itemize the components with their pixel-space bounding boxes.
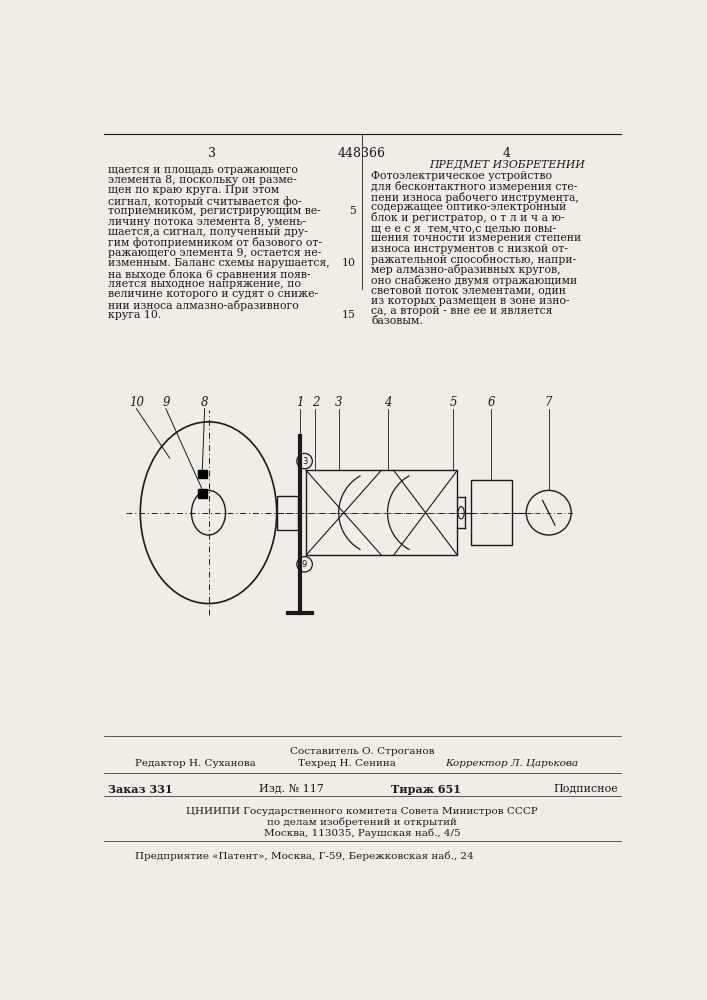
Text: Корректор Л. Царькова: Корректор Л. Царькова bbox=[445, 759, 578, 768]
Text: са, а второй - вне ее и является: са, а второй - вне ее и является bbox=[371, 306, 553, 316]
Text: ляется выходное напряжение, по: ляется выходное напряжение, по bbox=[107, 279, 300, 289]
Text: шается,а сигнал, полученный дру-: шается,а сигнал, полученный дру- bbox=[107, 227, 308, 237]
Text: пени износа рабочего инструмента,: пени износа рабочего инструмента, bbox=[371, 192, 579, 203]
Text: ражательной способностью, напри-: ражательной способностью, напри- bbox=[371, 254, 576, 265]
Text: на выходе блока 6 сравнения появ-: на выходе блока 6 сравнения появ- bbox=[107, 269, 310, 280]
Text: Составитель О. Строганов: Составитель О. Строганов bbox=[290, 747, 434, 756]
Text: 9: 9 bbox=[162, 396, 170, 409]
Text: 4: 4 bbox=[384, 396, 391, 409]
Text: 3: 3 bbox=[209, 147, 216, 160]
Text: ПРЕДМЕТ ИЗОБРЕТЕНИИ: ПРЕДМЕТ ИЗОБРЕТЕНИИ bbox=[429, 160, 585, 170]
Text: световой поток элементами, один: световой поток элементами, один bbox=[371, 285, 566, 295]
Bar bbox=[472, 480, 512, 545]
Text: Москва, 113035, Раушская наб., 4/5: Москва, 113035, Раушская наб., 4/5 bbox=[264, 828, 460, 838]
Text: шения точности измерения степени: шения точности измерения степени bbox=[371, 233, 581, 243]
Bar bbox=[198, 470, 206, 478]
Text: величине которого и судят о сниже-: величине которого и судят о сниже- bbox=[107, 289, 318, 299]
Text: Предприятие «Патент», Москва, Г-59, Бережковская наб., 24: Предприятие «Патент», Москва, Г-59, Бере… bbox=[135, 852, 474, 861]
Text: 2: 2 bbox=[312, 396, 319, 409]
Text: ЦНИИПИ Государственного комитета Совета Министров СССР: ЦНИИПИ Государственного комитета Совета … bbox=[186, 807, 538, 816]
Text: 3: 3 bbox=[302, 457, 308, 466]
Text: 4: 4 bbox=[503, 147, 511, 160]
Text: Техред Н. Сенина: Техред Н. Сенина bbox=[298, 759, 395, 768]
Text: сигнал, который считывается фо-: сигнал, который считывается фо- bbox=[107, 196, 301, 207]
Text: для бесконтактного измерения сте-: для бесконтактного измерения сте- bbox=[371, 181, 578, 192]
Text: изменным. Баланс схемы нарушается,: изменным. Баланс схемы нарушается, bbox=[107, 258, 329, 268]
Text: блок и регистратор, о т л и ч а ю-: блок и регистратор, о т л и ч а ю- bbox=[371, 212, 565, 223]
Text: 448366: 448366 bbox=[338, 147, 386, 160]
Text: 6: 6 bbox=[488, 396, 495, 409]
Text: из которых размещен в зоне изно-: из которых размещен в зоне изно- bbox=[371, 296, 570, 306]
Text: нии износа алмазно-абразивного: нии износа алмазно-абразивного bbox=[107, 300, 298, 311]
Text: 5: 5 bbox=[349, 206, 356, 216]
Text: элемента 8, поскольку он разме-: элемента 8, поскольку он разме- bbox=[107, 175, 296, 185]
Text: Тираж 651: Тираж 651 bbox=[391, 784, 460, 795]
Text: мер алмазно-абразивных кругов,: мер алмазно-абразивных кругов, bbox=[371, 264, 561, 275]
Text: ражающего элемента 9, остается не-: ражающего элемента 9, остается не- bbox=[107, 248, 321, 258]
Text: оно снабжено двумя отражающими: оно снабжено двумя отражающими bbox=[371, 275, 578, 286]
Bar bbox=[198, 489, 206, 498]
Bar bbox=[276, 496, 298, 530]
Text: 15: 15 bbox=[342, 310, 356, 320]
Text: износа инструментов с низкой от-: износа инструментов с низкой от- bbox=[371, 244, 568, 254]
Text: 1: 1 bbox=[296, 396, 304, 409]
Text: 10: 10 bbox=[129, 396, 144, 409]
Text: по делам изобретений и открытий: по делам изобретений и открытий bbox=[267, 818, 457, 827]
Text: 5: 5 bbox=[450, 396, 457, 409]
Text: 10: 10 bbox=[341, 258, 356, 268]
Text: 7: 7 bbox=[545, 396, 552, 409]
Text: гим фотоприемником от базового от-: гим фотоприемником от базового от- bbox=[107, 237, 322, 248]
Text: личину потока элемента 8, умень-: личину потока элемента 8, умень- bbox=[107, 217, 305, 227]
Text: щен по краю круга. При этом: щен по краю круга. При этом bbox=[107, 185, 279, 195]
Text: базовым.: базовым. bbox=[371, 316, 423, 326]
Text: Фотоэлектрическое устройство: Фотоэлектрическое устройство bbox=[371, 171, 552, 181]
Text: 3: 3 bbox=[335, 396, 342, 409]
Text: Изд. № 117: Изд. № 117 bbox=[259, 784, 324, 794]
Text: 9: 9 bbox=[302, 560, 308, 569]
Text: топриемником, регистрирующим ве-: топриемником, регистрирующим ве- bbox=[107, 206, 321, 216]
Text: щается и площадь отражающего: щается и площадь отражающего bbox=[107, 165, 298, 175]
Text: Редактор Н. Суханова: Редактор Н. Суханова bbox=[135, 759, 256, 768]
Text: щ е е с я  тем,что,с целью повы-: щ е е с я тем,что,с целью повы- bbox=[371, 223, 556, 233]
Text: круга 10.: круга 10. bbox=[107, 310, 161, 320]
Text: Заказ 331: Заказ 331 bbox=[107, 784, 173, 795]
Text: Подписное: Подписное bbox=[554, 784, 618, 794]
Text: содержащее оптико-электронный: содержащее оптико-электронный bbox=[371, 202, 566, 212]
Text: 8: 8 bbox=[201, 396, 209, 409]
